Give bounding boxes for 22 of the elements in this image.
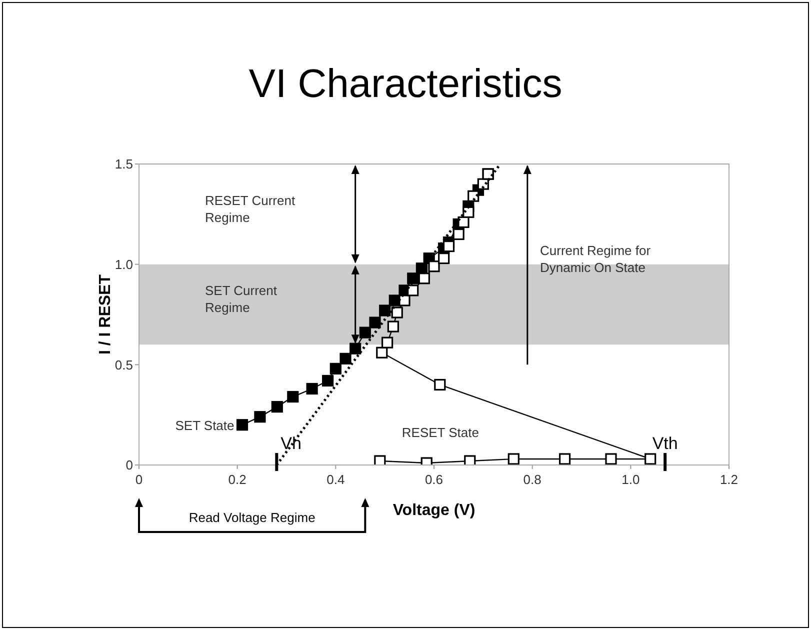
x-tick-label: 0.4 (326, 472, 345, 488)
series-label: SET State (175, 418, 234, 433)
y-tick-label: 1.0 (114, 256, 133, 272)
chart-title: VI Characteristics (248, 62, 564, 107)
annotation: SET Current Regime (205, 283, 278, 315)
text: Read Voltage Regime (188, 510, 316, 525)
y-axis-title: I / I RESET (97, 274, 114, 355)
annotation: Current Regime for Dynamic On State (540, 243, 652, 275)
x-axis-title: Voltage (V) (392, 502, 476, 519)
annotation: Vh (280, 434, 302, 453)
x-tick-label: 0 (135, 472, 143, 488)
y-tick-label: 0.5 (114, 357, 133, 372)
x-tick-label: 0.2 (228, 472, 246, 488)
y-tick-label: 1.5 (114, 156, 133, 172)
x-tick-label: 0.6 (424, 472, 444, 488)
x-tick-label: 0.8 (523, 472, 542, 488)
series-label: RESET State (402, 424, 479, 440)
x-tick-label: 1.2 (720, 472, 738, 488)
annotation: RESET Current Regime (205, 193, 296, 225)
x-tick-label: 1.0 (622, 472, 640, 488)
y-tick-label: 0 (126, 458, 133, 473)
annotation: Vth (652, 434, 678, 453)
